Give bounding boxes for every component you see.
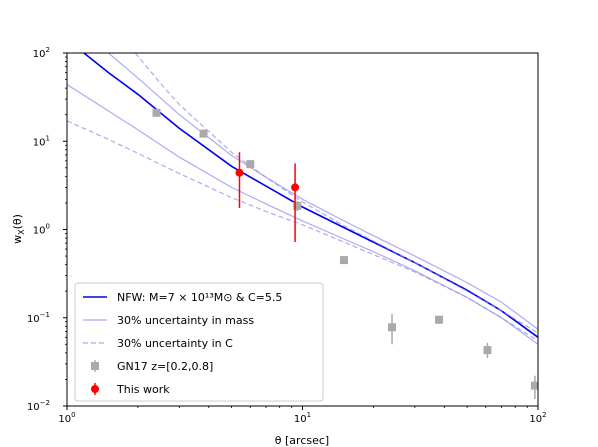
square-marker: [199, 129, 208, 138]
gn17-point-0: [152, 108, 161, 117]
legend-entry-1: 30% uncertainty in mass: [83, 314, 254, 327]
series-layer: [67, 53, 538, 345]
legend-square-marker: [91, 362, 99, 370]
legend-entry-0: NFW: M=7 × 10¹³M⊙ & C=5.5: [83, 291, 282, 304]
y-tick-exponent: 0: [46, 223, 50, 231]
y-tick-exponent: 2: [46, 46, 50, 54]
legend-label-0: NFW: M=7 × 10¹³M⊙ & C=5.5: [117, 291, 282, 304]
y-tick-exponent: −1: [40, 311, 50, 319]
square-marker: [293, 201, 302, 210]
legend-label-4: This work: [116, 383, 170, 396]
legend-label-2: 30% uncertainty in C: [117, 337, 233, 350]
y-tick-exponent: −2: [40, 399, 50, 407]
this-work-point-0: [235, 152, 244, 209]
gn17-point-8: [530, 375, 538, 400]
legend-entry-4: This work: [91, 383, 170, 396]
square-marker: [435, 315, 444, 324]
legend-circle-marker: [91, 385, 99, 393]
square-marker: [530, 381, 538, 390]
series-line-0: [83, 53, 538, 338]
legend-entry-2: 30% uncertainty in C: [83, 337, 233, 350]
x-tick-exponent: 2: [542, 411, 546, 419]
series-line-4: [67, 120, 538, 342]
square-marker: [339, 256, 348, 265]
y-axis-label: wX(θ): [11, 214, 26, 244]
y-axis-label-subscript: X: [17, 229, 26, 235]
x-tick-exponent: 1: [307, 411, 311, 419]
series-line-3: [134, 53, 538, 334]
legend-box: [74, 282, 324, 402]
gn17-point-3: [293, 201, 302, 212]
x-axis-label: θ [arcsec]: [275, 434, 329, 447]
gn17-point-7: [483, 342, 492, 358]
square-marker: [246, 160, 255, 169]
gn17-point-6: [435, 315, 444, 324]
square-marker: [152, 108, 161, 117]
legend-label-1: 30% uncertainty in mass: [117, 314, 254, 327]
gn17-point-5: [388, 314, 397, 345]
x-tick-exponent: 0: [71, 411, 75, 419]
gn17-point-4: [339, 256, 348, 265]
legend-label-3: GN17 z=[0.2,0.8]: [117, 360, 213, 373]
y-tick-exponent: 1: [46, 134, 50, 142]
gn17-point-2: [246, 160, 255, 169]
series-line-1: [108, 53, 538, 330]
legend: NFW: M=7 × 10¹³M⊙ & C=5.5 30% uncertainty…: [74, 282, 324, 402]
square-marker: [388, 323, 397, 332]
gn17-point-1: [199, 129, 208, 138]
square-marker: [483, 346, 492, 355]
series-line-2: [67, 83, 538, 345]
this-work-point-1: [291, 163, 300, 243]
legend-entry-3: GN17 z=[0.2,0.8]: [91, 360, 213, 373]
circle-marker: [291, 183, 300, 192]
points-layer: [152, 108, 538, 400]
y-axis-label-argument: (θ): [11, 214, 24, 229]
circle-marker: [235, 168, 244, 177]
